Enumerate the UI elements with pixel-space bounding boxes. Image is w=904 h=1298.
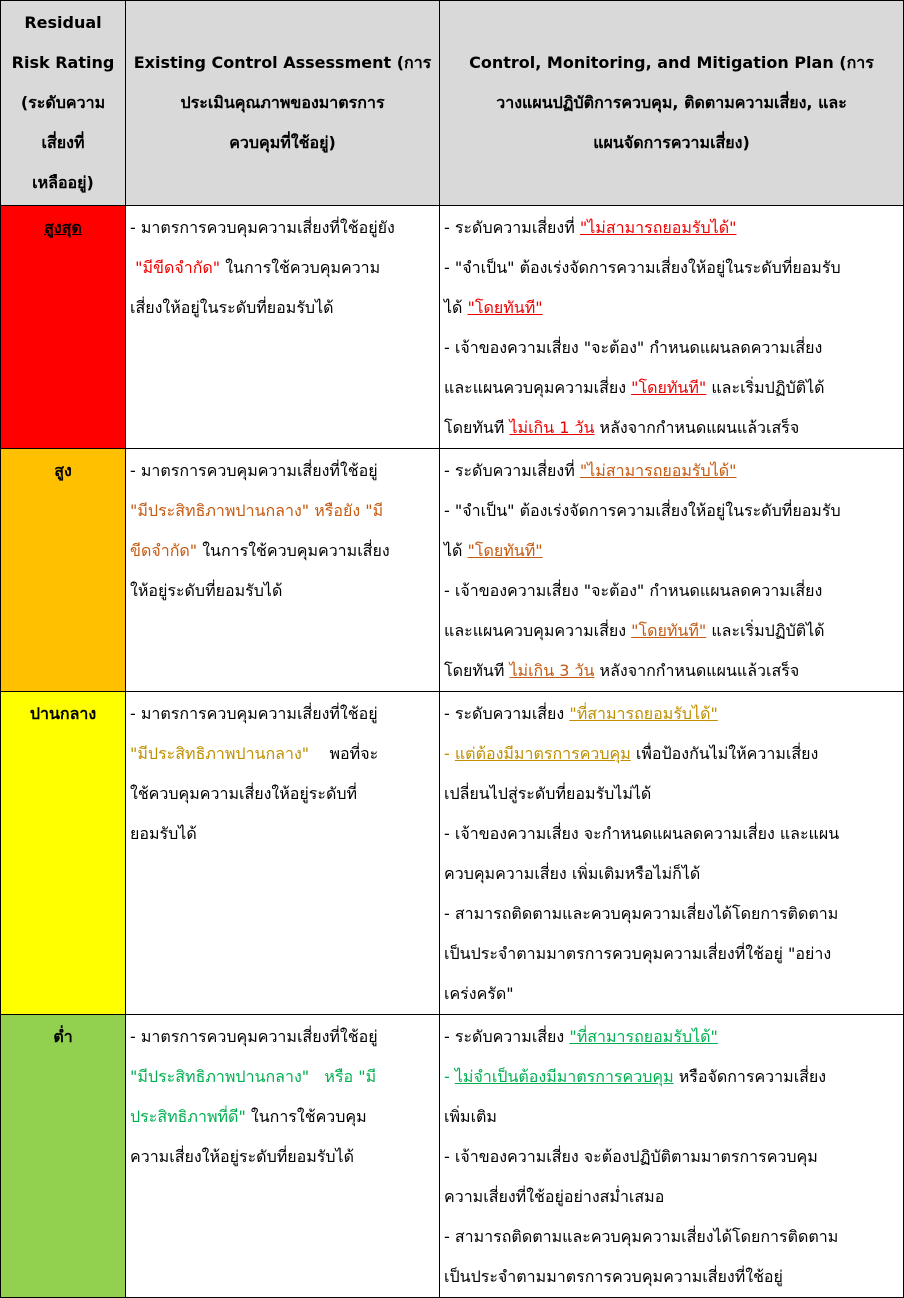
header-row: Residual Risk Rating (ระดับความ เสี่ยงที… [0,0,904,206]
plan-high: - ระดับความเสี่ยงที่ "ไม่สามารถยอมรับได้… [439,448,904,692]
plan-low: - ระดับความเสี่ยง "ที่สามารถยอมรับได้" -… [439,1014,904,1298]
assessment-low: - มาตรการควบคุมความเสี่ยงที่ใช้อยู่ "มีป… [125,1014,440,1298]
emphasis-text: ไม่จำเป็นต้องมีมาตรการควบคุม [454,1067,674,1086]
rating-highest: สูงสุด [0,205,126,449]
emphasis-text: "มีประสิทธิภาพปานกลาง" [130,744,310,763]
plan-highest: - ระดับความเสี่ยงที่ "ไม่สามารถยอมรับได้… [439,205,904,449]
row-high: สูง - มาตรการควบคุมความเสี่ยงที่ใช้อยู่ … [0,448,904,692]
plan-medium: - ระดับความเสี่ยง "ที่สามารถยอมรับได้" -… [439,691,904,1015]
emphasis-text: แต่ต้องมีมาตรการควบคุม [454,744,631,763]
row-medium: ปานกลาง - มาตรการควบคุมความเสี่ยงที่ใช้อ… [0,691,904,1015]
rating-high: สูง [0,448,126,692]
emphasis-text: "โดยทันที" [631,378,707,397]
emphasis-text: "ไม่สามารถยอมรับได้" [579,218,737,237]
emphasis-text: ประสิทธิภาพที่ดี" [130,1107,246,1126]
row-low: ต่ำ - มาตรการควบคุมความเสี่ยงที่ใช้อยู่ … [0,1014,904,1298]
header-control-monitoring-mitigation-plan: Control, Monitoring, and Mitigation Plan… [439,0,904,206]
assessment-high: - มาตรการควบคุมความเสี่ยงที่ใช้อยู่ "มีป… [125,448,440,692]
header-residual-risk-rating: Residual Risk Rating (ระดับความ เสี่ยงที… [0,0,126,206]
assessment-medium: - มาตรการควบคุมความเสี่ยงที่ใช้อยู่ "มีป… [125,691,440,1015]
row-highest: สูงสุด - มาตรการควบคุมความเสี่ยงที่ใช้อย… [0,205,904,449]
emphasis-text: ขีดจำกัด" [130,541,198,560]
emphasis-text: "โดยทันที" [467,541,543,560]
rating-low: ต่ำ [0,1014,126,1298]
emphasis-text: "มีขีดจำกัด" [135,258,221,277]
emphasis-text: "มีประสิทธิภาพปานกลาง" หรือยัง "มี [130,501,384,520]
emphasis-text: "โดยทันที" [467,298,543,317]
emphasis-text: "โดยทันที" [631,621,707,640]
emphasis-text: "ไม่สามารถยอมรับได้" [579,461,737,480]
assessment-highest: - มาตรการควบคุมความเสี่ยงที่ใช้อยู่ยัง "… [125,205,440,449]
rating-medium: ปานกลาง [0,691,126,1015]
emphasis-text: "มีประสิทธิภาพปานกลาง" หรือ "มี [130,1067,377,1086]
emphasis-text: "ที่สามารถยอมรับได้" [569,1027,718,1046]
emphasis-text: ไม่เกิน 3 วัน [509,661,595,680]
emphasis-text: "ที่สามารถยอมรับได้" [569,704,718,723]
header-existing-control-assessment: Existing Control Assessment (การ ประเมิน… [125,0,440,206]
emphasis-text: ไม่เกิน 1 วัน [509,418,595,437]
